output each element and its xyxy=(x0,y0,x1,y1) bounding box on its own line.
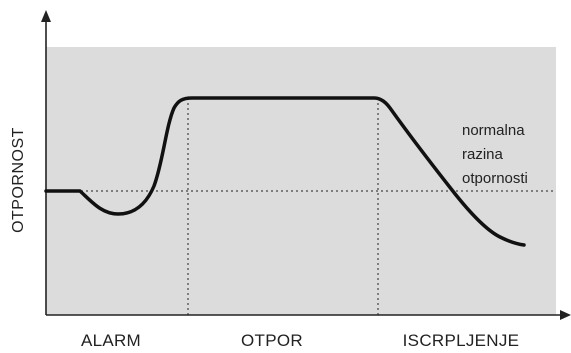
normal-level-note-line-3: otpornosti xyxy=(462,170,528,187)
normal-level-note-line-2: razina xyxy=(462,146,504,163)
phase-label-alarm: ALARM xyxy=(81,331,141,350)
resistance-curve xyxy=(44,96,526,247)
phase-label-iscrpljenje: ISCRPLJENJE xyxy=(403,331,520,350)
normal-level-note-line-1: normalna xyxy=(462,122,525,139)
y-axis-label: OTPORNOST xyxy=(10,127,27,233)
phase-label-otpor: OTPOR xyxy=(241,331,303,350)
y-axis-arrow xyxy=(41,10,51,22)
x-axis-arrow xyxy=(560,310,571,320)
plot-panel xyxy=(46,47,556,315)
